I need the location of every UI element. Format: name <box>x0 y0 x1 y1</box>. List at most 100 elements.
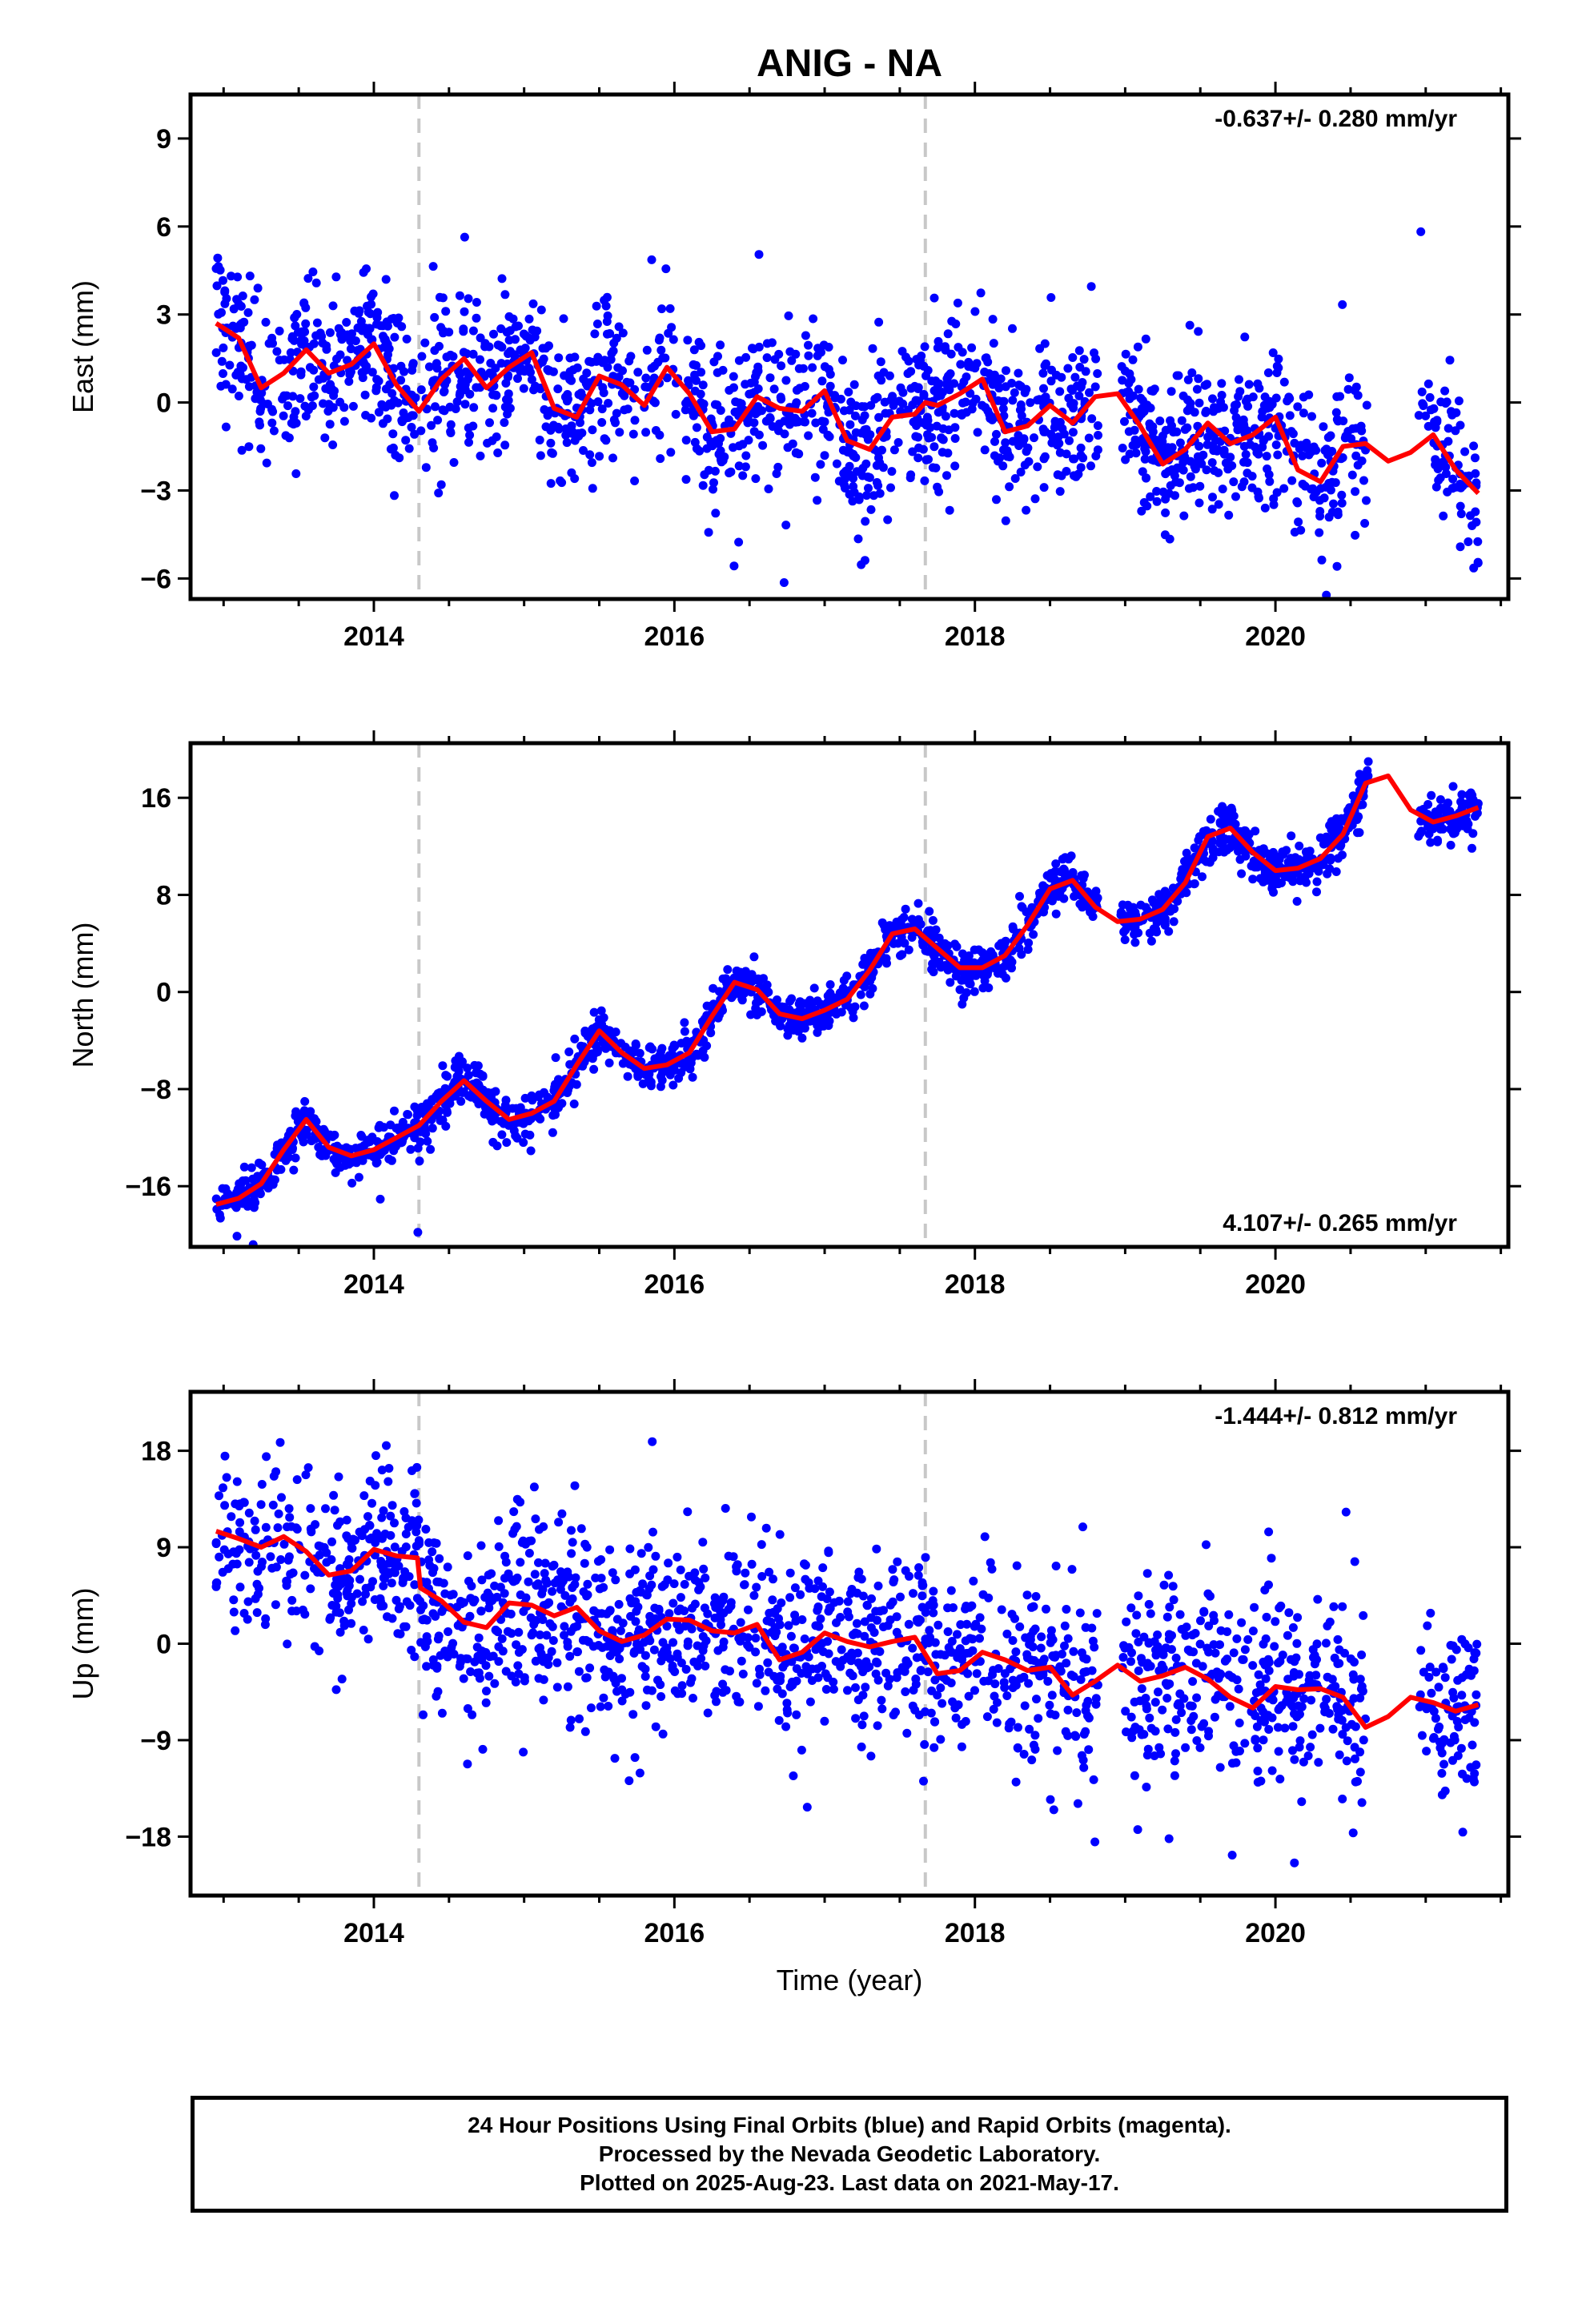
data-point <box>746 974 756 983</box>
data-point <box>751 1647 761 1657</box>
data-point <box>1140 454 1150 464</box>
data-point <box>649 1645 659 1655</box>
data-point <box>584 356 594 366</box>
data-point <box>666 448 676 457</box>
data-point <box>768 1595 777 1605</box>
data-point <box>909 1589 917 1598</box>
data-point <box>616 1626 625 1635</box>
data-point <box>898 399 908 408</box>
data-point <box>1076 463 1086 472</box>
data-point <box>319 399 327 408</box>
data-point <box>787 356 797 365</box>
data-point <box>938 405 947 415</box>
data-point <box>860 556 869 565</box>
data-point <box>943 448 953 458</box>
data-point <box>435 292 444 302</box>
data-point <box>383 1477 393 1486</box>
data-point <box>1268 847 1278 857</box>
data-point <box>1194 835 1203 845</box>
data-point <box>1355 1747 1365 1757</box>
x-tick-label: 2020 <box>1245 621 1306 652</box>
data-point <box>1204 1731 1213 1741</box>
data-point <box>750 406 760 416</box>
data-point <box>988 315 998 324</box>
data-point <box>973 428 982 437</box>
data-point <box>1133 1825 1142 1835</box>
data-point <box>1089 1775 1098 1784</box>
data-point <box>375 321 385 331</box>
data-point <box>732 1566 741 1576</box>
data-point <box>889 939 898 948</box>
data-point <box>472 298 481 307</box>
data-point <box>351 336 360 346</box>
data-point <box>337 1675 347 1684</box>
data-point <box>1359 1610 1368 1620</box>
data-point <box>272 347 282 356</box>
data-point <box>845 405 854 415</box>
data-point <box>301 319 311 328</box>
data-point <box>1253 1743 1263 1753</box>
data-point <box>1034 1714 1043 1723</box>
data-point <box>1022 1590 1032 1600</box>
data-point <box>379 335 389 344</box>
data-point <box>441 1121 451 1131</box>
data-point <box>546 438 556 448</box>
data-point <box>1054 439 1064 448</box>
data-point <box>218 1184 227 1193</box>
data-point <box>1174 478 1184 488</box>
data-point <box>565 1651 575 1661</box>
data-point <box>267 418 277 428</box>
data-point <box>1351 530 1360 540</box>
data-point <box>1473 537 1483 546</box>
data-point <box>1471 811 1480 821</box>
data-point <box>704 465 713 475</box>
data-point <box>1193 457 1203 467</box>
data-point <box>1126 1712 1136 1722</box>
data-point <box>457 376 467 386</box>
data-point <box>794 1007 804 1016</box>
data-point <box>589 1007 599 1017</box>
data-point <box>936 1735 946 1744</box>
data-point <box>1426 1608 1435 1618</box>
data-point <box>1029 1740 1038 1750</box>
data-point <box>1447 1655 1456 1664</box>
data-point <box>215 1491 223 1501</box>
data-point <box>476 1541 486 1550</box>
data-point <box>311 278 321 287</box>
data-point <box>964 362 974 372</box>
data-point <box>838 983 848 993</box>
data-point <box>1011 1647 1021 1657</box>
data-point <box>257 1480 267 1489</box>
data-point <box>225 360 235 370</box>
data-point <box>1008 324 1017 333</box>
data-point <box>589 1064 599 1074</box>
data-point <box>1268 348 1278 357</box>
data-point <box>484 1603 494 1613</box>
data-point <box>1000 1683 1010 1692</box>
data-point <box>579 374 588 384</box>
data-point <box>609 339 619 348</box>
data-point <box>957 1742 966 1751</box>
data-point <box>959 993 969 1003</box>
data-point <box>978 955 987 965</box>
data-point <box>527 1091 536 1100</box>
data-point <box>617 1696 627 1706</box>
data-point <box>519 1138 528 1148</box>
data-point <box>986 1558 995 1567</box>
data-point <box>592 320 602 328</box>
data-point <box>782 1699 792 1708</box>
data-point <box>738 1669 748 1679</box>
data-point <box>1022 505 1031 515</box>
data-point <box>597 418 607 427</box>
data-point <box>808 363 817 372</box>
data-point <box>524 1549 534 1558</box>
data-point <box>636 1549 646 1558</box>
data-point <box>1468 521 1477 530</box>
data-point <box>1134 1637 1143 1647</box>
data-point <box>554 1518 564 1527</box>
data-point <box>1169 1595 1178 1605</box>
data-point <box>1235 1719 1244 1727</box>
data-point <box>382 317 391 327</box>
data-point <box>536 305 546 315</box>
